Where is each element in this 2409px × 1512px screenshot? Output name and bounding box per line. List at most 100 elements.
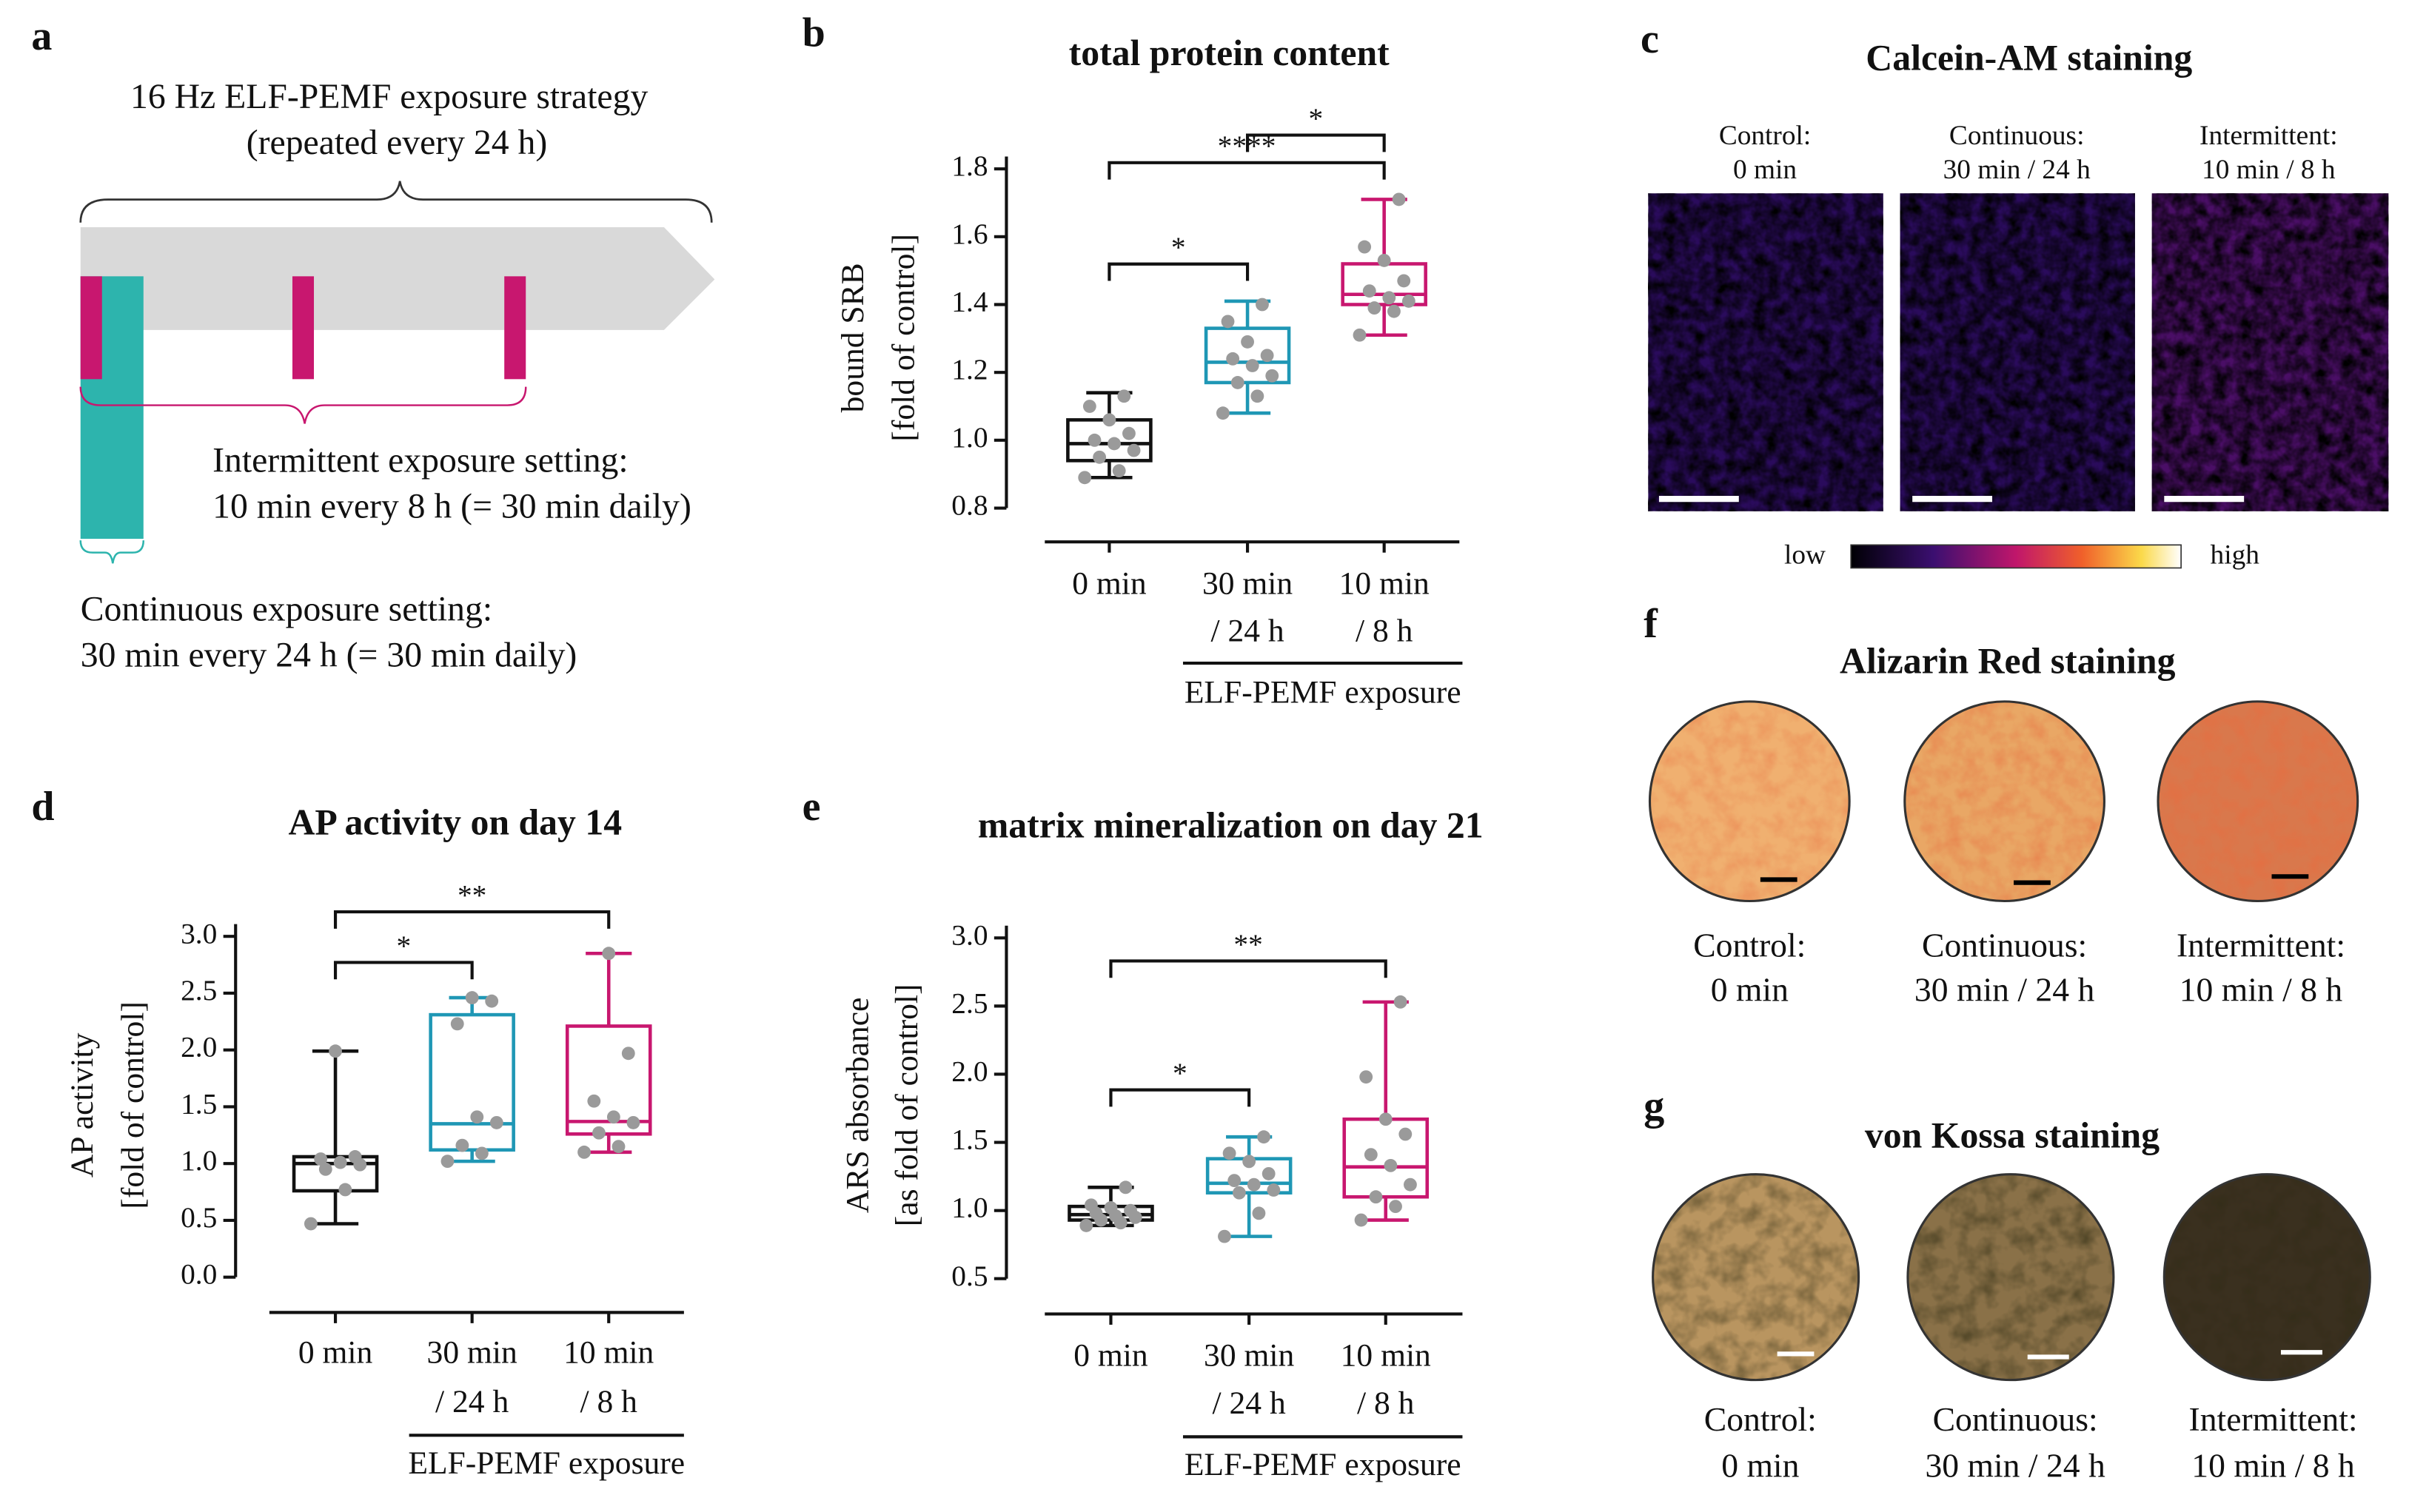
data-point — [1232, 1186, 1246, 1200]
data-point — [1082, 400, 1096, 413]
significance-bracket — [1109, 1088, 1251, 1107]
significance-label: * — [1173, 1057, 1187, 1089]
data-point — [1354, 1213, 1368, 1227]
significance-bracket — [1108, 262, 1250, 281]
data-point — [314, 1152, 328, 1166]
data-point — [1085, 1198, 1098, 1212]
x-tick-label: 0 min — [1072, 565, 1147, 601]
y-tick-label: 2.0 — [181, 1031, 217, 1064]
micrograph — [2151, 193, 2389, 511]
data-point — [329, 1044, 342, 1058]
box — [292, 1155, 379, 1193]
data-point — [489, 1116, 503, 1129]
intermittent-bar — [504, 276, 526, 380]
data-point — [1397, 274, 1411, 288]
data-point — [1367, 301, 1381, 315]
data-point — [626, 1116, 640, 1129]
data-point — [1353, 328, 1367, 342]
image-label: Intermittent: — [2199, 121, 2338, 151]
data-point — [1218, 1229, 1231, 1243]
panel-letter: d — [31, 784, 54, 830]
image-label: Intermittent: — [2189, 1400, 2358, 1438]
x-tick-label: 30 min — [1202, 565, 1293, 601]
panel-title: Calcein-AM staining — [1866, 37, 2192, 78]
data-point — [1216, 406, 1230, 420]
data-point — [338, 1183, 352, 1197]
image-label: Continuous: — [1933, 1400, 2098, 1438]
x-axis-label: ELF-PEMF exposure — [408, 1445, 685, 1481]
panel-c: c Calcein-AM staining Control: 0 min Con… — [1641, 16, 2389, 570]
data-point — [606, 1110, 620, 1124]
data-point — [1256, 298, 1269, 312]
x-tick-label: 30 min — [1204, 1338, 1294, 1374]
x-tick-label: 30 min — [427, 1334, 517, 1370]
data-point — [1389, 1200, 1402, 1214]
x-tick-label: 10 min — [563, 1334, 654, 1370]
data-point — [1378, 1112, 1393, 1126]
colorbar-label: low — [1784, 540, 1826, 570]
panel-letter: f — [1644, 601, 1658, 647]
data-point — [1359, 1070, 1373, 1084]
micrograph — [1648, 193, 1883, 511]
y-axis-label: AP activity — [64, 1032, 100, 1177]
significance-label: * — [1309, 102, 1324, 135]
image-label: 10 min / 8 h — [2202, 155, 2336, 185]
data-point — [1078, 471, 1092, 485]
data-point — [1241, 335, 1254, 349]
well-image — [1652, 1174, 1859, 1380]
y-tick-label: 0.0 — [181, 1258, 217, 1291]
image-label: 0 min — [1733, 155, 1797, 185]
y-tick-label: 1.0 — [951, 1192, 988, 1224]
data-point — [1119, 1180, 1133, 1195]
panel-g: g von Kossa staining Control: 0 min Cont… — [1644, 1083, 2371, 1484]
data-point — [1362, 284, 1376, 298]
x-tick-label: / 8 h — [1356, 614, 1413, 649]
data-point — [1112, 464, 1126, 478]
intermittent-bar — [80, 276, 102, 380]
data-point — [1257, 1130, 1270, 1144]
data-point — [1127, 443, 1141, 457]
image-label: 30 min / 24 h — [1914, 970, 2095, 1008]
x-tick-label: / 24 h — [435, 1384, 509, 1419]
panel-a: a 16 Hz ELF-PEMF exposure strategy (repe… — [31, 13, 715, 675]
x-tick-label: / 8 h — [580, 1384, 638, 1419]
data-point — [1247, 1177, 1261, 1192]
y-axis-label: [fold of control] — [115, 1001, 150, 1209]
data-point — [1245, 359, 1259, 372]
y-tick-label: 0.5 — [951, 1260, 988, 1292]
micrograph — [1900, 193, 2135, 511]
data-point — [1122, 426, 1136, 440]
significance-bracket — [1108, 161, 1386, 180]
y-tick-label: 2.0 — [951, 1055, 988, 1088]
well-image — [2158, 701, 2358, 901]
y-tick-label: 0.5 — [181, 1201, 217, 1234]
data-point — [592, 1126, 606, 1140]
data-point — [1117, 389, 1131, 403]
chart-title: total protein content — [1069, 33, 1390, 73]
data-point — [621, 1046, 635, 1061]
data-point — [1227, 1174, 1242, 1188]
data-point — [1222, 1146, 1236, 1160]
data-point — [1384, 1158, 1398, 1172]
data-point — [348, 1150, 362, 1163]
data-point — [577, 1145, 591, 1159]
data-point — [1398, 1127, 1413, 1141]
data-point — [1265, 369, 1279, 383]
data-point — [1250, 389, 1264, 403]
image-label: 10 min / 8 h — [2191, 1446, 2355, 1484]
data-point — [450, 1017, 464, 1031]
significance-bracket — [333, 910, 611, 929]
colorbar — [1850, 544, 2182, 569]
panel-letter: b — [803, 10, 825, 56]
well-image — [2164, 1174, 2371, 1380]
data-point — [1364, 1148, 1378, 1162]
image-label: Control: — [1719, 121, 1811, 151]
data-point — [1404, 1177, 1417, 1192]
image-label: 10 min / 8 h — [2180, 970, 2343, 1008]
data-point — [1387, 304, 1401, 318]
panel-letter: a — [31, 13, 52, 59]
data-point — [1079, 1218, 1093, 1232]
box — [429, 1012, 515, 1152]
data-point — [1401, 295, 1415, 308]
